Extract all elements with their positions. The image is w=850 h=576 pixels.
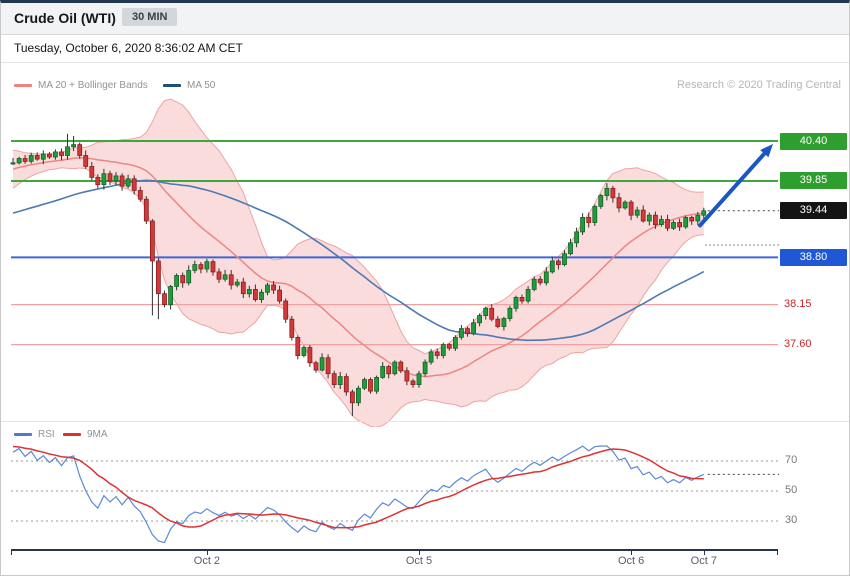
x-axis-tick [777, 549, 778, 555]
rsi-legend: RSI 9MA [1, 426, 849, 442]
header-bar: Crude Oil (WTI) 30 MIN [1, 3, 849, 35]
x-axis [11, 549, 778, 551]
datetime-row: Tuesday, October 6, 2020 8:36:02 AM CET [1, 35, 849, 63]
price-level-label-37.60: 37.60 [784, 337, 812, 350]
rsi-swatch-icon [14, 433, 32, 436]
bollinger-band [12, 98, 704, 427]
legend-label: 9MA [87, 429, 108, 440]
rsi-9ma-swatch-icon [63, 433, 81, 436]
timeframe-badge[interactable]: 30 MIN [122, 8, 178, 26]
legend-label: RSI [38, 429, 55, 440]
main-legend: MA 20 + Bollinger Bands MA 50 Research ©… [1, 77, 849, 95]
x-axis-tick [207, 549, 208, 555]
x-axis-tick [419, 549, 420, 555]
price-level-label-38.80: 38.80 [780, 248, 847, 266]
x-axis-label-oct-2: Oct 2 [193, 555, 221, 567]
price-level-label-38.15: 38.15 [784, 297, 812, 310]
price-chart-canvas [10, 98, 779, 427]
x-axis-tick [704, 549, 705, 555]
legend-item-ma50: MA 50 [163, 80, 215, 91]
ma50-swatch-icon [163, 84, 181, 87]
rsi-line [12, 445, 705, 544]
legend-item-ma20-bollinger: MA 20 + Bollinger Bands [14, 80, 148, 91]
rsi-gridlines [11, 460, 778, 522]
ma20-bollinger-swatch-icon [14, 84, 32, 87]
research-credit: Research © 2020 Trading Central [676, 79, 841, 91]
legend-item-9ma: 9MA [63, 429, 108, 440]
legend-label: MA 50 [187, 80, 216, 91]
instrument-title: Crude Oil (WTI) [14, 10, 116, 26]
legend-item-rsi: RSI [14, 429, 55, 440]
x-axis-label-oct-6: Oct 6 [617, 555, 645, 567]
rsi-level-label-30: 30 [785, 514, 798, 526]
legend-label: MA 20 + Bollinger Bands [38, 80, 148, 91]
datetime-text: Tuesday, October 6, 2020 8:36:02 AM CET [14, 41, 243, 55]
candles [10, 133, 707, 416]
rsi-9ma-line [12, 445, 704, 529]
pane-divider [1, 421, 849, 422]
x-axis-label-oct-7: Oct 7 [690, 555, 717, 567]
price-level-label-39.44: 39.44 [780, 202, 847, 220]
trend-arrow [698, 144, 773, 228]
rsi-level-label-70: 70 [785, 454, 798, 466]
price-level-label-40.40: 40.40 [780, 132, 847, 150]
rsi-chart-canvas [11, 445, 779, 544]
x-axis-label-oct-5: Oct 5 [405, 555, 433, 567]
ma20-line [12, 157, 704, 378]
x-axis-tick [11, 549, 12, 555]
price-level-label-39.85: 39.85 [780, 172, 847, 190]
rsi-level-label-50: 50 [785, 484, 798, 496]
x-axis-tick [631, 549, 632, 555]
